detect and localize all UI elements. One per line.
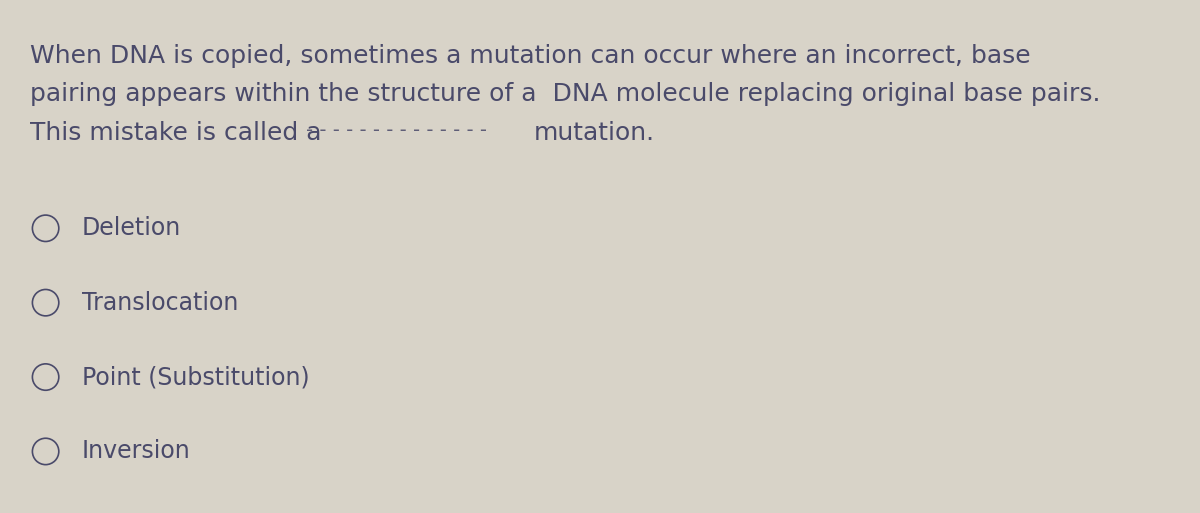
Text: This mistake is called a: This mistake is called a <box>30 121 322 145</box>
Text: - - - - - - - - - - - - - -: - - - - - - - - - - - - - - <box>306 121 487 140</box>
Text: pairing appears within the structure of a  DNA molecule replacing original base : pairing appears within the structure of … <box>30 82 1100 106</box>
Text: Deletion: Deletion <box>82 216 181 240</box>
Text: Point (Substitution): Point (Substitution) <box>82 365 310 389</box>
Text: mutation.: mutation. <box>534 121 655 145</box>
Text: Translocation: Translocation <box>82 291 238 314</box>
Text: Inversion: Inversion <box>82 440 191 463</box>
Text: When DNA is copied, sometimes a mutation can occur where an incorrect, base: When DNA is copied, sometimes a mutation… <box>30 44 1031 68</box>
